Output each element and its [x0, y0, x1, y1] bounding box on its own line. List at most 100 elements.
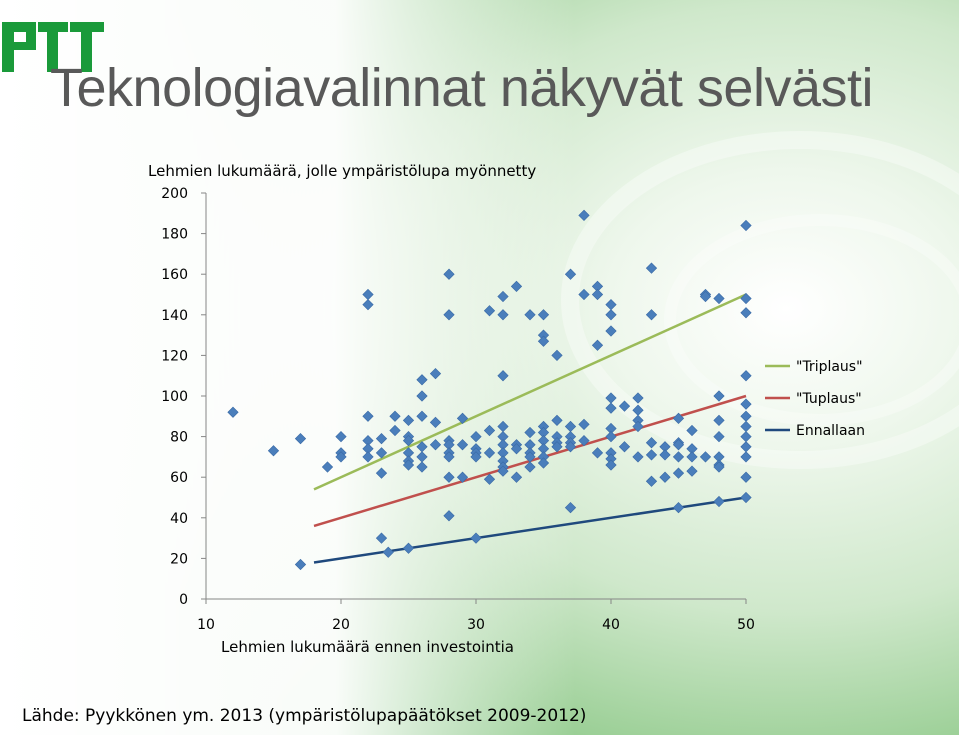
data-point [362, 288, 374, 301]
chart-legend: "Triplaus" "Tuplaus" Ennallaan [765, 359, 865, 439]
data-point [686, 451, 698, 463]
data-point [321, 461, 334, 473]
data-point [375, 467, 388, 479]
data-point [564, 441, 577, 453]
data-point [740, 491, 752, 504]
data-point [605, 299, 617, 311]
data-point [416, 374, 428, 386]
data-point [537, 309, 550, 321]
y-tick-label: 0 [179, 592, 188, 608]
data-point [740, 219, 752, 232]
data-point [618, 400, 631, 412]
data-point [524, 461, 536, 473]
data-point [740, 471, 752, 483]
data-point [510, 280, 523, 293]
data-point [227, 406, 239, 418]
data-point [740, 292, 752, 305]
data-point [564, 420, 577, 433]
legend-label-0: "Triplaus" [796, 359, 863, 375]
data-point [578, 418, 590, 431]
x-axis-label: Lehmien lukumäärä ennen investointia [221, 638, 514, 656]
data-point [443, 268, 455, 280]
data-point [713, 430, 725, 443]
y-tick-label: 140 [161, 308, 188, 324]
data-point [659, 471, 671, 483]
data-point [591, 288, 604, 301]
ptt-logo [2, 22, 104, 72]
data-point [740, 307, 752, 319]
data-point [294, 558, 307, 571]
data-point [713, 414, 725, 426]
data-points [227, 209, 752, 571]
data-point [375, 433, 388, 445]
data-point [456, 471, 469, 483]
data-point [632, 420, 644, 433]
source-note: Lähde: Pyykkönen ym. 2013 (ympäristölupa… [22, 706, 587, 726]
data-point [713, 292, 725, 305]
legend-label-2: Ennallaan [796, 423, 865, 439]
data-point [294, 433, 307, 445]
data-point [416, 390, 428, 402]
data-point [497, 290, 509, 303]
data-point [362, 410, 374, 422]
y-tick-label: 100 [161, 389, 188, 405]
data-point [740, 420, 752, 433]
y-tick-label: 200 [161, 186, 188, 202]
data-point [510, 471, 523, 483]
data-point [672, 451, 685, 463]
data-point [713, 461, 725, 473]
data-point [537, 457, 550, 469]
data-point [672, 412, 685, 424]
data-point [740, 430, 752, 443]
data-point [443, 309, 455, 321]
data-point [483, 473, 496, 485]
data-point [551, 414, 563, 426]
trendline-0 [313, 293, 747, 491]
data-point [389, 424, 401, 437]
data-point [591, 339, 604, 351]
data-point [429, 439, 442, 451]
legend-label-1: "Tuplaus" [796, 391, 862, 407]
x-tick-label: 50 [737, 617, 755, 633]
data-point [713, 390, 725, 402]
data-point [497, 309, 509, 321]
data-point [497, 370, 509, 382]
y-tick-label: 60 [170, 470, 188, 486]
data-point [632, 451, 644, 463]
data-point [605, 392, 617, 404]
data-point [429, 416, 442, 429]
data-point [645, 309, 658, 321]
data-point [416, 410, 428, 422]
data-point [645, 449, 658, 461]
data-point [443, 451, 455, 463]
data-point [537, 335, 550, 347]
data-point [672, 502, 685, 514]
data-point [524, 309, 536, 321]
data-point [510, 443, 523, 455]
data-point [618, 441, 631, 453]
data-point [483, 305, 496, 317]
data-point [335, 430, 347, 443]
data-point [389, 410, 401, 422]
data-point [443, 510, 455, 522]
data-point [686, 465, 698, 477]
data-point [564, 268, 577, 280]
data-point [362, 299, 374, 311]
data-point [456, 412, 469, 424]
data-point [672, 439, 685, 451]
data-point [551, 441, 563, 453]
data-point [382, 546, 394, 558]
data-point [497, 465, 509, 477]
y-tick-label: 20 [170, 551, 188, 567]
data-point [483, 447, 496, 459]
data-point [605, 402, 617, 414]
data-point [483, 424, 496, 437]
data-point [470, 430, 482, 443]
scatter-chart: Lehmien lukumäärä, jolle ympäristölupa m… [148, 162, 865, 656]
data-point [632, 404, 644, 416]
data-point [686, 424, 698, 437]
data-point [605, 459, 617, 471]
data-point [740, 370, 752, 382]
chart-axes: 0 20 40 60 80 100 120 140 160 180 200 10 20 30 40 50 [161, 186, 755, 633]
